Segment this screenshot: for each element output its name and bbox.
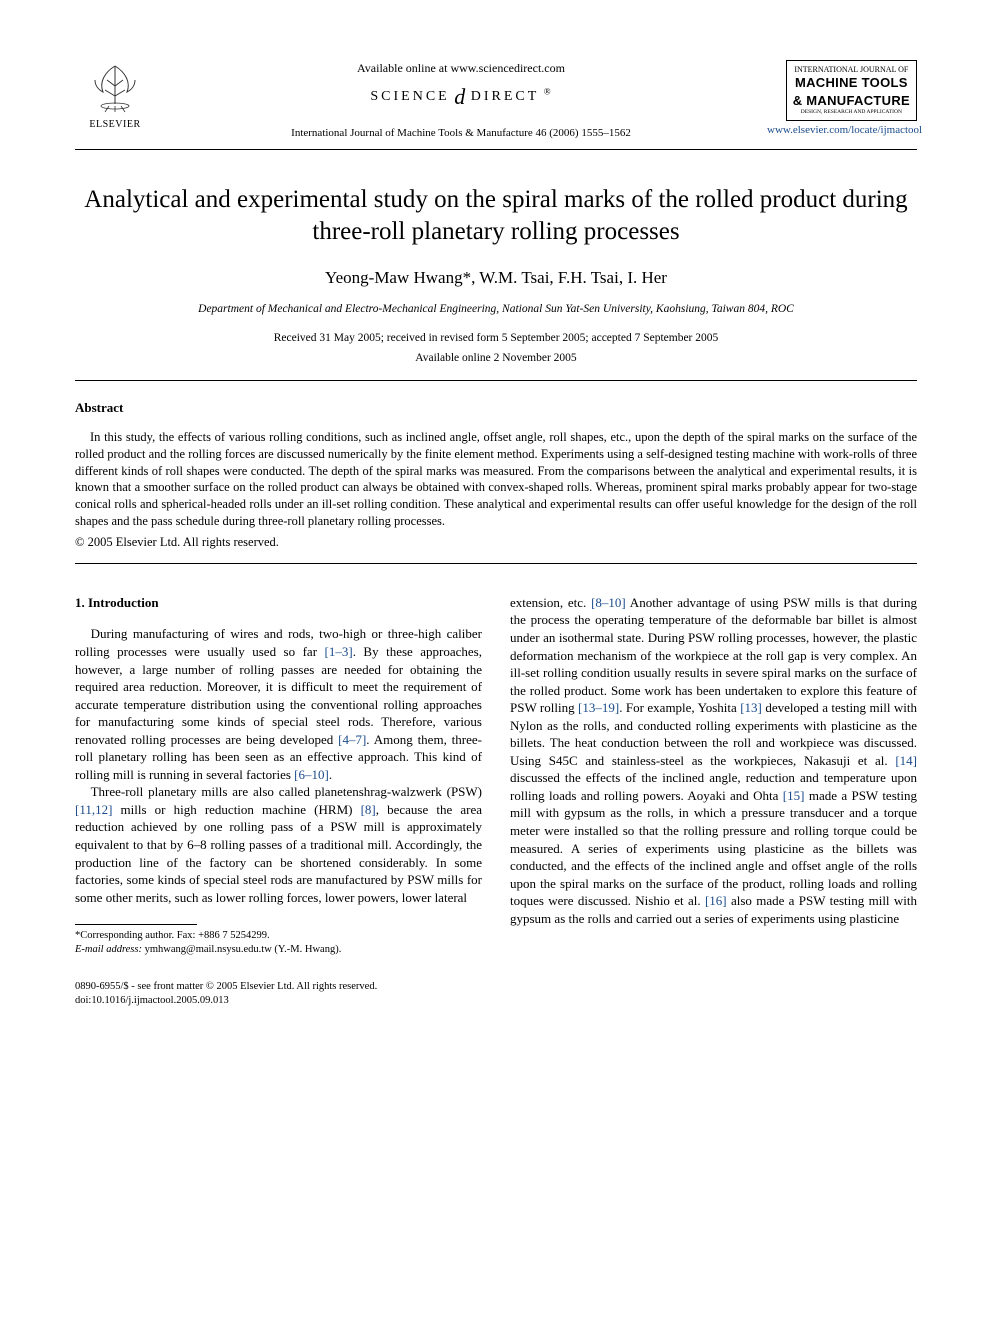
abstract-text: In this study, the effects of various ro… — [75, 429, 917, 530]
elsevier-label: ELSEVIER — [75, 118, 155, 132]
header-center: Available online at www.sciencedirect.co… — [155, 60, 767, 141]
cite-6-10[interactable]: [6–10] — [294, 767, 329, 782]
cite-13[interactable]: [13] — [740, 700, 762, 715]
sciencedirect-logo: SCIENCE d DIRECT ® — [155, 82, 767, 112]
sd-d-icon: d — [454, 84, 466, 109]
abstract-copyright: © 2005 Elsevier Ltd. All rights reserved… — [75, 534, 917, 551]
section-1-heading: 1. Introduction — [75, 594, 482, 612]
journal-locate-link[interactable]: www.elsevier.com/locate/ijmactool — [767, 123, 917, 138]
cite-11-12[interactable]: [11,12] — [75, 802, 112, 817]
journal-box-sub: DESIGN, RESEARCH AND APPLICATION — [793, 109, 910, 115]
journal-box-top: INTERNATIONAL JOURNAL OF — [793, 65, 910, 74]
abstract-bottom-rule — [75, 563, 917, 564]
cite-15[interactable]: [15] — [783, 788, 805, 803]
abstract-block: Abstract In this study, the effects of v… — [75, 399, 917, 551]
title-bottom-rule — [75, 380, 917, 381]
journal-reference: International Journal of Machine Tools &… — [155, 126, 767, 141]
available-online-text: Available online at www.sciencedirect.co… — [155, 60, 767, 76]
page-header: ELSEVIER Available online at www.science… — [75, 60, 917, 141]
front-matter-line: 0890-6955/$ - see front matter © 2005 El… — [75, 980, 377, 994]
corresponding-author: *Corresponding author. Fax: +886 7 52542… — [75, 929, 482, 943]
affiliation-line: Department of Mechanical and Electro-Mec… — [75, 302, 917, 318]
available-online-date: Available online 2 November 2005 — [75, 351, 917, 367]
cite-14[interactable]: [14] — [895, 753, 917, 768]
journal-box-name2: & MANUFACTURE — [793, 92, 910, 110]
article-title: Analytical and experimental study on the… — [75, 184, 917, 249]
intro-para-1: During manufacturing of wires and rods, … — [75, 625, 482, 783]
footer-left: 0890-6955/$ - see front matter © 2005 El… — [75, 980, 377, 1008]
page-footer: 0890-6955/$ - see front matter © 2005 El… — [75, 980, 917, 1008]
cite-16[interactable]: [16] — [705, 893, 727, 908]
journal-box-name1: MACHINE TOOLS — [793, 74, 910, 92]
cite-8[interactable]: [8] — [361, 802, 376, 817]
intro-para-2: Three-roll planetary mills are also call… — [75, 783, 482, 906]
journal-logo-box: INTERNATIONAL JOURNAL OF MACHINE TOOLS &… — [767, 60, 917, 138]
cite-8-10[interactable]: [8–10] — [591, 595, 626, 610]
body-columns: 1. Introduction During manufacturing of … — [75, 594, 917, 958]
elsevier-tree-icon — [85, 60, 145, 118]
cite-13-19[interactable]: [13–19] — [578, 700, 619, 715]
cite-4-7[interactable]: [4–7] — [338, 732, 366, 747]
header-rule — [75, 149, 917, 150]
doi-line: doi:10.1016/j.ijmactool.2005.09.013 — [75, 994, 377, 1008]
abstract-heading: Abstract — [75, 399, 917, 417]
cite-1-3[interactable]: [1–3] — [325, 644, 353, 659]
authors-line: Yeong-Maw Hwang*, W.M. Tsai, F.H. Tsai, … — [75, 267, 917, 290]
footnotes: *Corresponding author. Fax: +886 7 52542… — [75, 929, 482, 957]
received-dates: Received 31 May 2005; received in revise… — [75, 331, 917, 347]
email-line: E-mail address: ymhwang@mail.nsysu.edu.t… — [75, 943, 482, 957]
intro-para-3: extension, etc. [8–10] Another advantage… — [510, 594, 917, 927]
left-column: 1. Introduction During manufacturing of … — [75, 594, 482, 958]
elsevier-logo: ELSEVIER — [75, 60, 155, 132]
right-column: extension, etc. [8–10] Another advantage… — [510, 594, 917, 958]
footnote-rule — [75, 924, 197, 925]
